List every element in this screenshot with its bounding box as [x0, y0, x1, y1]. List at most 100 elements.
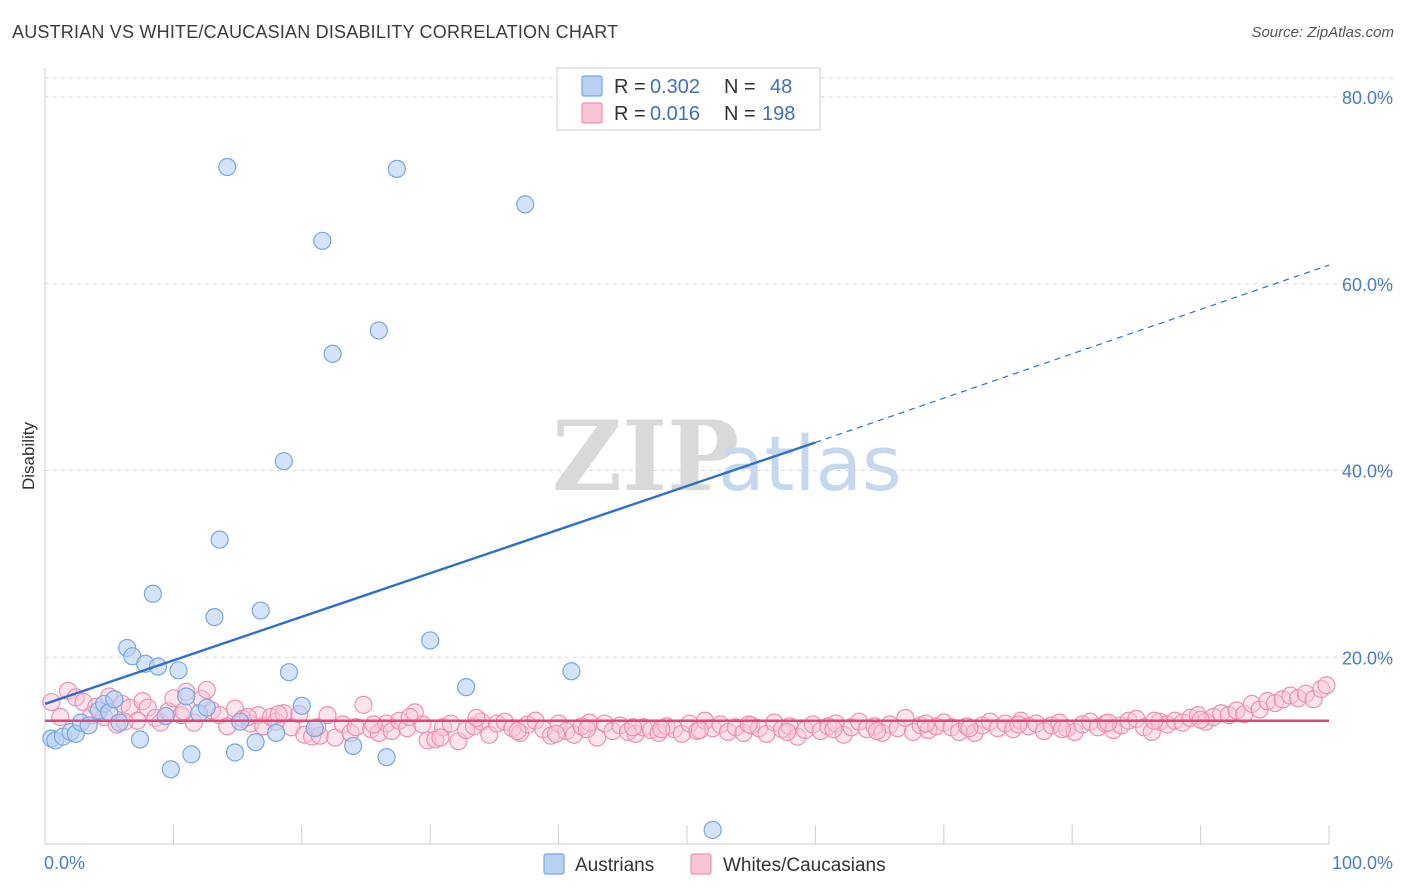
whites-point-1 — [51, 707, 70, 727]
whites-point-45 — [354, 695, 373, 714]
whites-point-14 — [138, 698, 157, 717]
source-label: Source: ZipAtlas.com — [1251, 24, 1394, 41]
austrians-point-44 — [457, 678, 476, 697]
trend-lines — [44, 264, 1330, 722]
whites-point-177 — [364, 715, 383, 734]
y-tick-label-20: 20.0% — [1342, 648, 1393, 668]
whites-point-108 — [834, 725, 853, 744]
whites-point-187 — [739, 715, 758, 734]
austrians-trend-extension — [815, 264, 1330, 444]
austrians-point-30 — [246, 733, 265, 752]
y-tick-label-80: 80.0% — [1342, 88, 1393, 108]
whites-point-116 — [896, 708, 915, 728]
chart-title: AUSTRIAN VS WHITE/CAUCASIAN DISABILITY C… — [12, 22, 619, 42]
watermark: ZIP atlas — [552, 400, 902, 513]
austrians-point-35 — [292, 696, 311, 715]
y-tick-labels: 20.0% 40.0% 60.0% 80.0% — [1342, 88, 1393, 668]
austrians-point-32 — [267, 723, 286, 742]
whites-point-191 — [916, 714, 935, 733]
whites-point-182 — [546, 724, 566, 743]
austrians-point-21 — [177, 687, 196, 706]
bottom-legend-swatch-austrians — [543, 853, 565, 875]
whites-point-44 — [346, 718, 365, 737]
bottom-legend: Austrians Whites/Caucasians — [543, 853, 886, 876]
whites-point-40 — [318, 706, 337, 725]
whites-point-169 — [1304, 690, 1323, 709]
legend-swatch-whites — [581, 102, 603, 124]
legend-n-value-austrians: 48 — [770, 76, 792, 98]
austrians-point-11 — [110, 713, 129, 732]
whites-point-57 — [441, 714, 460, 733]
whites-point-23 — [197, 680, 216, 700]
legend-r-value-austrians: 0.302 — [650, 76, 700, 98]
austrians-point-18 — [156, 706, 175, 726]
y-tick-label-40: 40.0% — [1342, 462, 1393, 482]
austrians-points — [42, 157, 722, 840]
legend-r-label-austrians: R = — [614, 76, 646, 98]
whites-point-194 — [1052, 720, 1072, 739]
watermark-zip: ZIP — [552, 400, 739, 513]
austrians-point-46 — [562, 662, 581, 681]
whites-point-171 — [1317, 676, 1336, 695]
legend-swatch-austrians — [581, 75, 603, 97]
austrians-point-22 — [182, 745, 201, 764]
whites-point-181 — [508, 721, 527, 741]
whites-point-133 — [1027, 714, 1046, 733]
whites-point-183 — [577, 720, 596, 739]
austrians-point-10 — [105, 690, 124, 709]
whites-point-77 — [595, 714, 614, 733]
austrians-point-43 — [421, 631, 440, 650]
whites-point-175 — [269, 705, 288, 724]
axes — [44, 68, 1330, 845]
top-legend: R = 0.302 N = 48 R = 0.016 N = 198 — [556, 67, 821, 131]
watermark-atlas: atlas — [718, 419, 902, 508]
legend-n-value-whites: 198 — [762, 103, 795, 125]
whites-point-179 — [431, 728, 450, 747]
whites-point-178 — [400, 707, 419, 727]
austrians-point-47 — [703, 820, 722, 840]
austrians-point-38 — [323, 344, 342, 363]
whites-point-188 — [778, 722, 797, 742]
austrians-point-41 — [377, 748, 396, 767]
whites-point-189 — [824, 720, 843, 739]
legend-n-label-whites: N = — [724, 103, 756, 125]
whites-caucasians-points — [42, 676, 1336, 751]
x-tick-label-100: 100.0% — [1332, 853, 1393, 873]
whites-point-87 — [672, 724, 691, 743]
whites-point-185 — [652, 720, 671, 739]
x-tick-labels: 0.0% 100.0% — [44, 853, 1393, 873]
austrians-point-14 — [130, 730, 150, 749]
whites-point-49 — [382, 721, 401, 741]
austrians-point-24 — [197, 698, 216, 717]
austrians-point-39 — [344, 736, 363, 756]
austrians-point-27 — [218, 157, 237, 177]
austrians-point-20 — [169, 661, 188, 680]
whites-point-180 — [467, 708, 486, 728]
austrians-point-36 — [305, 719, 324, 738]
austrians-point-28 — [225, 743, 245, 762]
austrians-point-37 — [313, 231, 332, 250]
whites-point-173 — [174, 702, 193, 721]
austrians-point-34 — [279, 663, 299, 682]
austrians-point-31 — [251, 601, 270, 620]
bottom-legend-label-austrians: Austrians — [575, 855, 654, 876]
whites-point-148 — [1142, 722, 1161, 742]
y-axis-title: Disability — [19, 421, 38, 490]
y-tick-label-60: 60.0% — [1342, 275, 1393, 295]
austrians-point-26 — [210, 530, 229, 549]
austrians-point-19 — [161, 760, 180, 779]
whites-point-193 — [1009, 715, 1028, 734]
whites-point-195 — [1099, 713, 1118, 732]
grid-lines — [45, 77, 1394, 658]
legend-r-value-whites: 0.016 — [650, 103, 700, 125]
austrians-point-45 — [516, 195, 535, 214]
whites-point-186 — [690, 720, 709, 740]
austrians-point-42 — [387, 159, 406, 178]
austrians-point-40 — [369, 321, 388, 340]
x-tick-label-0: 0.0% — [44, 853, 85, 873]
legend-r-label-whites: R = — [614, 103, 646, 125]
austrians-point-33 — [274, 452, 293, 471]
austrians-point-16 — [143, 584, 162, 603]
bottom-legend-label-whites: Whites/Caucasians — [723, 855, 886, 876]
